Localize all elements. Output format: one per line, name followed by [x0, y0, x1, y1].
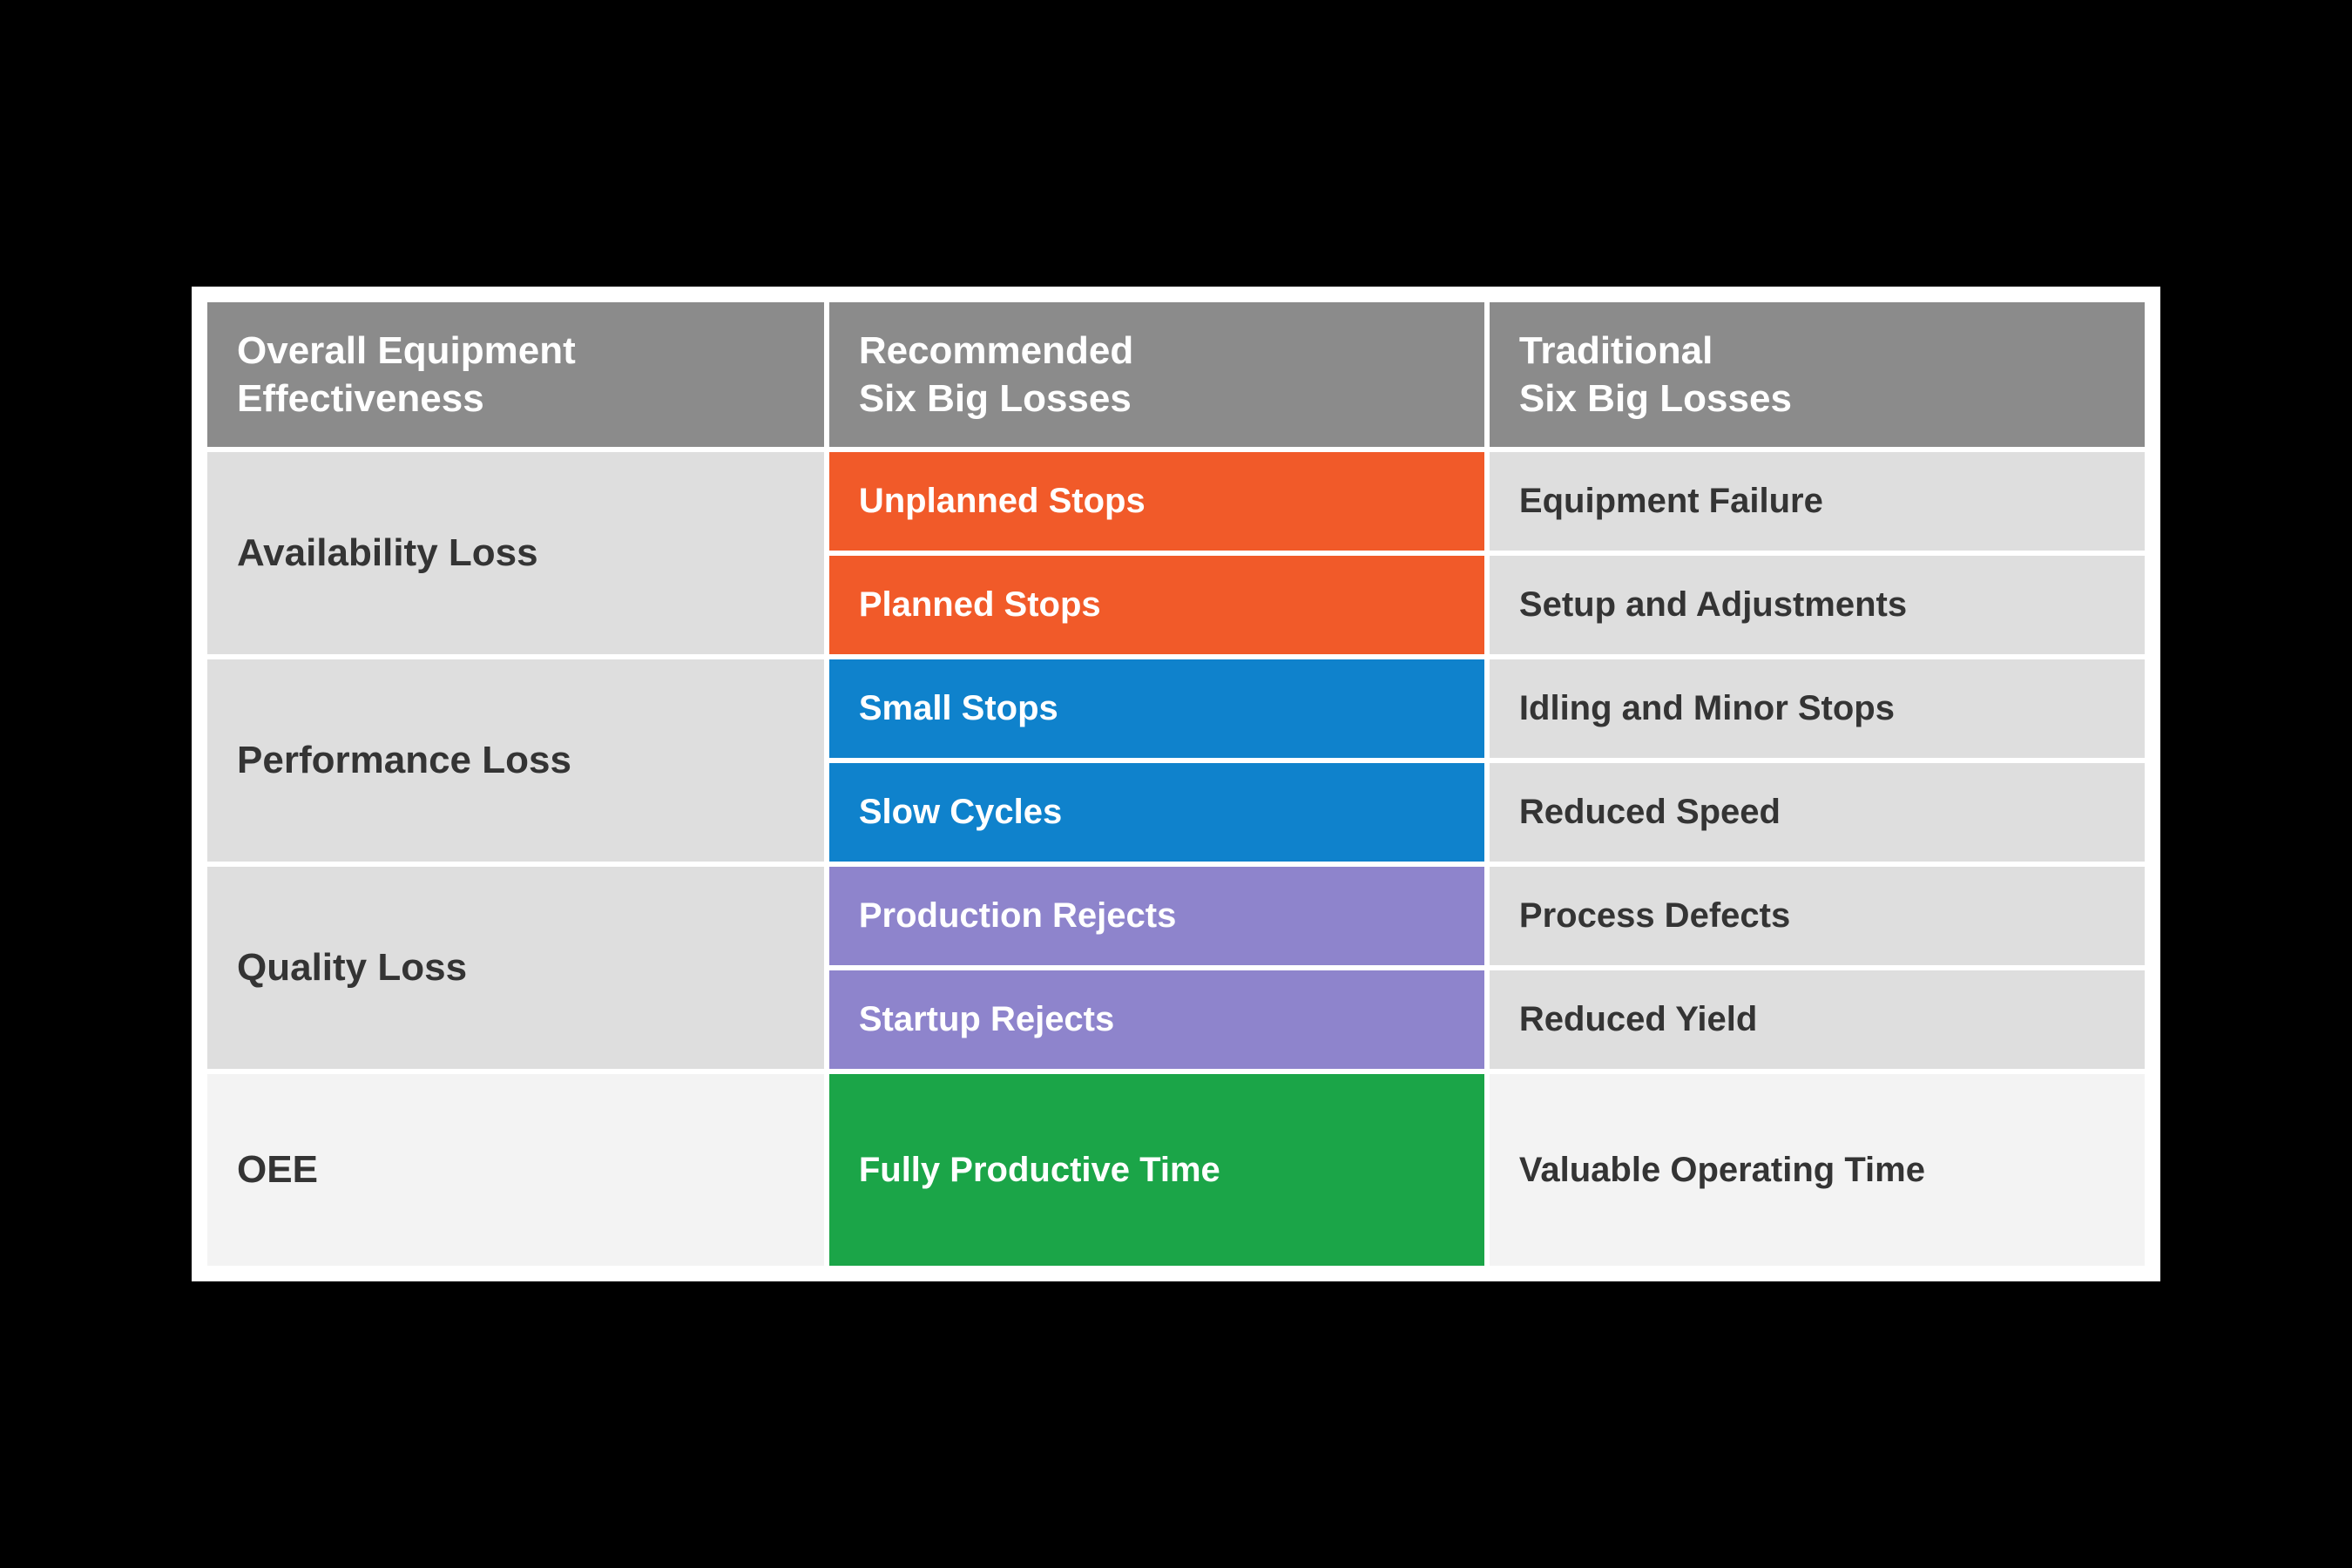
cell-startup-rejects: Startup Rejects: [829, 970, 1484, 1069]
cell-setup-adjustments: Setup and Adjustments: [1490, 556, 2145, 654]
oee-table-wrapper: Overall Equipment Effectiveness Recommen…: [192, 287, 2160, 1281]
cell-label: Reduced Speed: [1490, 763, 2145, 862]
cell-label: Availability Loss: [207, 502, 824, 605]
oee-six-big-losses-table: Overall Equipment Effectiveness Recommen…: [202, 297, 2150, 1271]
cell-performance-loss: Performance Loss: [207, 659, 824, 862]
cell-label: Performance Loss: [207, 709, 824, 812]
cell-quality-loss: Quality Loss: [207, 867, 824, 1069]
cell-label: Equipment Failure: [1490, 452, 2145, 551]
cell-label: Startup Rejects: [829, 970, 1484, 1069]
cell-process-defects: Process Defects: [1490, 867, 2145, 965]
table-row: Quality Loss Production Rejects Process …: [207, 867, 2145, 965]
cell-reduced-yield: Reduced Yield: [1490, 970, 2145, 1069]
table-row: Availability Loss Unplanned Stops Equipm…: [207, 452, 2145, 551]
cell-label: Setup and Adjustments: [1490, 556, 2145, 654]
header-recommended: Recommended Six Big Losses: [829, 302, 1484, 447]
table-header-row: Overall Equipment Effectiveness Recommen…: [207, 302, 2145, 447]
cell-label: Reduced Yield: [1490, 970, 2145, 1069]
cell-small-stops: Small Stops: [829, 659, 1484, 758]
table-row: Performance Loss Small Stops Idling and …: [207, 659, 2145, 758]
cell-label: Process Defects: [1490, 867, 2145, 965]
cell-fully-productive-time: Fully Productive Time: [829, 1074, 1484, 1266]
table-row-oee: OEE Fully Productive Time Valuable Opera…: [207, 1074, 2145, 1266]
cell-label: Fully Productive Time: [829, 1121, 1484, 1220]
cell-unplanned-stops: Unplanned Stops: [829, 452, 1484, 551]
cell-availability-loss: Availability Loss: [207, 452, 824, 654]
cell-label: Planned Stops: [829, 556, 1484, 654]
cell-label: OEE: [207, 1119, 824, 1221]
header-label: Traditional Six Big Losses: [1519, 329, 1792, 420]
cell-label: Unplanned Stops: [829, 452, 1484, 551]
cell-oee: OEE: [207, 1074, 824, 1266]
header-label: Overall Equipment Effectiveness: [237, 329, 576, 420]
cell-label: Small Stops: [829, 659, 1484, 758]
header-label: Recommended Six Big Losses: [859, 329, 1133, 420]
cell-planned-stops: Planned Stops: [829, 556, 1484, 654]
cell-label: Idling and Minor Stops: [1490, 659, 2145, 758]
cell-label: Slow Cycles: [829, 763, 1484, 862]
cell-label: Production Rejects: [829, 867, 1484, 965]
header-oee: Overall Equipment Effectiveness: [207, 302, 824, 447]
header-traditional: Traditional Six Big Losses: [1490, 302, 2145, 447]
cell-slow-cycles: Slow Cycles: [829, 763, 1484, 862]
cell-valuable-operating-time: Valuable Operating Time: [1490, 1074, 2145, 1266]
cell-label: Valuable Operating Time: [1490, 1121, 2145, 1220]
cell-production-rejects: Production Rejects: [829, 867, 1484, 965]
cell-reduced-speed: Reduced Speed: [1490, 763, 2145, 862]
cell-equipment-failure: Equipment Failure: [1490, 452, 2145, 551]
cell-idling-minor-stops: Idling and Minor Stops: [1490, 659, 2145, 758]
cell-label: Quality Loss: [207, 916, 824, 1019]
